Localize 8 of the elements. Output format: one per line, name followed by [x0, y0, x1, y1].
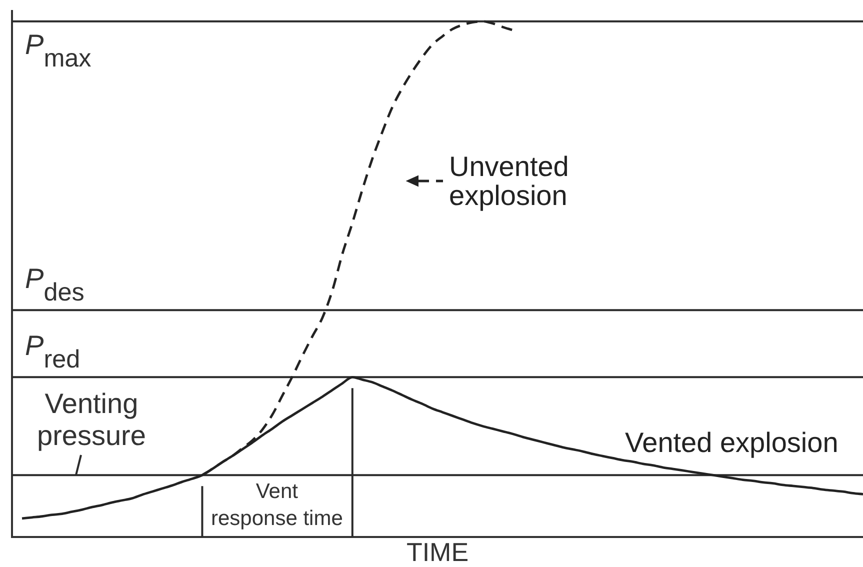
ref-line-label: P$_{red}$: [25, 330, 80, 374]
ref-line-label: P$_{max}$: [25, 29, 92, 73]
ref-line-label: P$_{des}$: [25, 263, 84, 307]
legend-label: Unvented explosion: [449, 151, 569, 211]
series-label: Vented explosion: [625, 427, 838, 458]
x-axis-title: TIME: [406, 537, 469, 567]
ref-line-label: Venting pressure: [37, 388, 146, 452]
annotation: Vent response time: [211, 479, 343, 532]
